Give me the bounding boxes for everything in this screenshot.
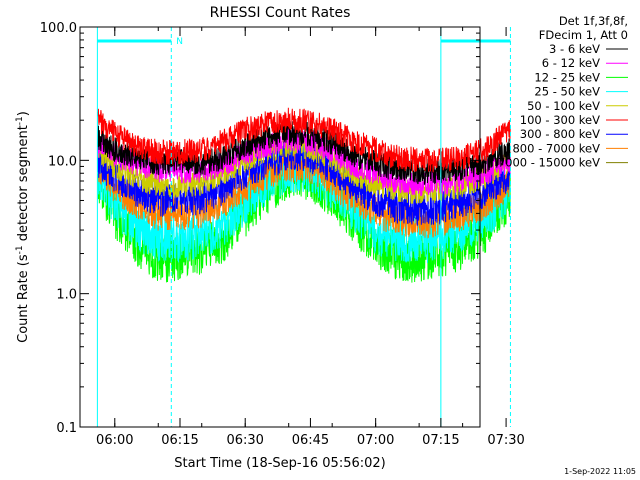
legend-entry-label: 7000 - 15000 keV	[498, 156, 600, 170]
legend-header-line-1: Det 1f,3f,8f,	[559, 14, 628, 28]
legend-entry-label: 800 - 7000 keV	[512, 141, 600, 155]
interval-label: N	[176, 37, 183, 47]
y-axis-label-sup2: -1	[15, 116, 25, 125]
y-axis-label: Count Rate (s-1 detector segment-1)	[15, 111, 31, 343]
x-tick-label: 07:15	[422, 433, 459, 448]
legend-entry-label: 6 - 12 keV	[542, 56, 600, 70]
y-tick-label: 100.0	[40, 21, 77, 36]
y-tick-label: 10.0	[48, 154, 77, 169]
legend: Det 1f,3f,8f, FDecim 1, Att 0 3 - 6 keV6…	[498, 14, 628, 170]
legend-header-line-2: FDecim 1, Att 0	[539, 28, 628, 42]
y-axis-label-main: Count Rate (s	[16, 254, 31, 343]
legend-entry-label: 300 - 800 keV	[520, 127, 600, 141]
x-tick-label: 06:45	[292, 433, 329, 448]
x-tick-label: 06:30	[226, 433, 263, 448]
x-tick-label: 07:30	[487, 433, 524, 448]
x-axis-label: Start Time (18-Sep-16 05:56:02)	[174, 456, 385, 471]
legend-entry-label: 100 - 300 keV	[520, 113, 600, 127]
plot-lines	[97, 107, 511, 283]
series-line-5	[97, 107, 511, 173]
x-tick-label: 06:00	[96, 433, 133, 448]
y-axis-label-mid: detector segment	[16, 125, 31, 245]
y-axis: 0.1 1.0 10.0 100.0	[40, 21, 480, 436]
x-tick-label: 06:15	[161, 433, 198, 448]
x-tick-label: 07:00	[357, 433, 394, 448]
legend-entry-label: 50 - 100 keV	[527, 99, 600, 113]
y-axis-label-sup1: -1	[15, 245, 25, 254]
y-axis-label-end: )	[16, 111, 31, 116]
x-axis: 06:00 06:15 06:30 06:45 07:00 07:15 07:30	[96, 27, 525, 448]
legend-entry-label: 3 - 6 keV	[549, 42, 600, 56]
series-line-4	[97, 132, 511, 204]
y-tick-label: 1.0	[56, 288, 77, 303]
chart-title: RHESSI Count Rates	[210, 5, 351, 21]
generation-timestamp: 1-Sep-2022 11:05	[564, 467, 636, 476]
legend-entry-label: 25 - 50 keV	[534, 85, 600, 99]
plot-frame	[79, 26, 481, 428]
legend-entry-label: 12 - 25 keV	[534, 70, 600, 84]
plot-annotations: N	[96, 27, 511, 427]
y-tick-label: 0.1	[56, 421, 77, 436]
